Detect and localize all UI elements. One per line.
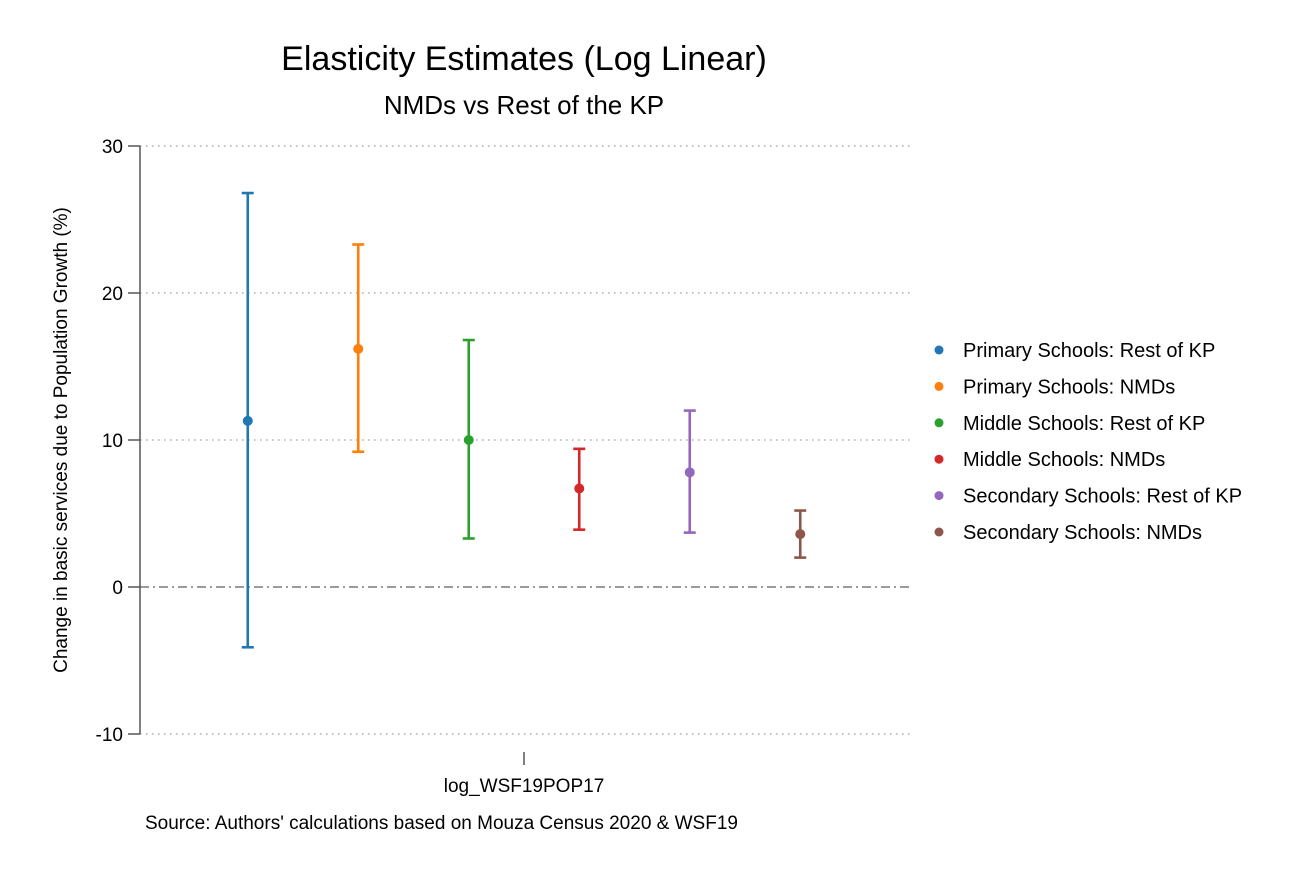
point-estimate (353, 343, 364, 354)
legend-item: Primary Schools: NMDs (934, 376, 1175, 398)
legend-item: Middle Schools: NMDs (934, 449, 1165, 471)
point-estimate (574, 483, 585, 494)
legend-label: Primary Schools: Rest of KP (963, 340, 1215, 362)
legend-label: Secondary Schools: NMDs (963, 522, 1202, 544)
axis-layer: -10 0 10 20 30 (96, 137, 525, 765)
legend-marker (934, 491, 944, 501)
chart-title: Elasticity Estimates (Log Linear) (281, 40, 767, 78)
legend-marker (934, 418, 944, 428)
y-tick-label: -10 (96, 725, 123, 746)
legend: Primary Schools: Rest of KP Primary Schoo… (934, 340, 1242, 544)
legend-item: Middle Schools: Rest of KP (934, 413, 1205, 435)
legend-marker (934, 381, 944, 391)
legend-label: Middle Schools: Rest of KP (963, 413, 1205, 435)
estimate-mark (241, 191, 254, 649)
y-tick-label: 30 (102, 137, 123, 158)
legend-item: Secondary Schools: Rest of KP (934, 486, 1242, 508)
x-axis-label: log_WSF19POP17 (444, 776, 605, 797)
estimate-mark (462, 338, 475, 540)
legend-label: Primary Schools: NMDs (963, 376, 1175, 398)
marks-layer (241, 191, 807, 649)
grid-layer (140, 145, 910, 735)
legend-marker (934, 527, 944, 537)
chart-subtitle: NMDs vs Rest of the KP (384, 90, 664, 120)
estimate-mark (573, 447, 586, 531)
legend-label: Secondary Schools: Rest of KP (963, 486, 1242, 508)
point-estimate (684, 467, 695, 478)
y-tick-label: 0 (112, 578, 123, 599)
legend-marker (934, 454, 944, 464)
y-tick-label: 20 (102, 284, 123, 305)
point-estimate (463, 435, 474, 445)
estimate-mark (683, 409, 696, 534)
legend-marker (934, 345, 944, 355)
y-tick-label: 10 (102, 431, 123, 452)
legend-item: Secondary Schools: NMDs (934, 522, 1202, 544)
source-note: Source: Authors' calculations based on M… (145, 813, 738, 834)
estimate-mark (352, 243, 365, 454)
legend-item: Primary Schools: Rest of KP (934, 340, 1215, 362)
estimate-mark (794, 509, 807, 559)
y-axis-label: Change in basic services due to Populati… (51, 207, 72, 673)
point-estimate (242, 415, 253, 426)
legend-label: Middle Schools: NMDs (963, 449, 1165, 471)
point-estimate (795, 529, 806, 540)
